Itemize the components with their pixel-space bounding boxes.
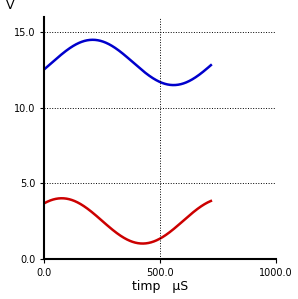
Y-axis label: V: V — [6, 0, 14, 12]
X-axis label: timp   µS: timp µS — [132, 280, 188, 293]
